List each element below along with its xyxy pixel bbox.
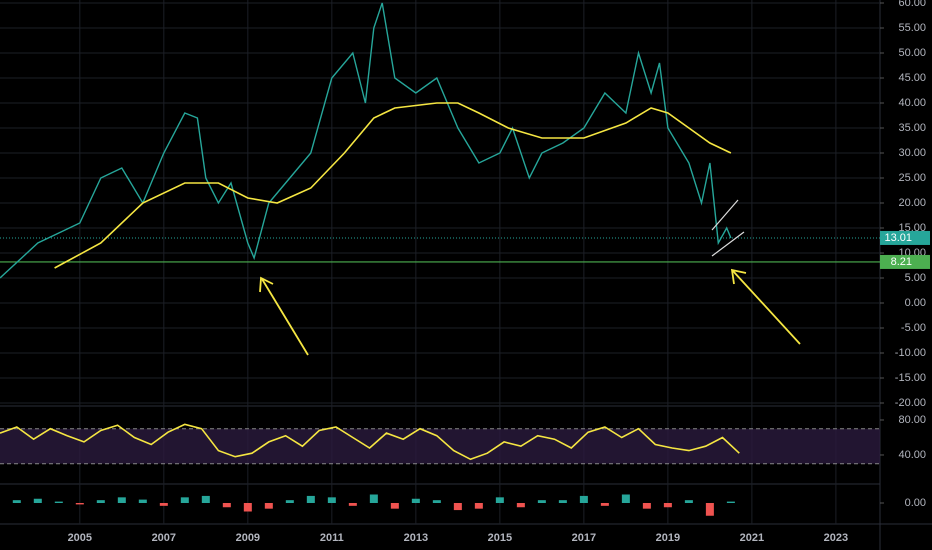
histogram-bar bbox=[327, 497, 336, 503]
x-tick-label: 2007 bbox=[152, 532, 176, 544]
x-tick-label: 2019 bbox=[656, 532, 680, 544]
y-tick-label: 45.00 bbox=[898, 72, 926, 84]
y-tick-label: -20.00 bbox=[895, 397, 926, 409]
y-tick-label: -10.00 bbox=[895, 347, 926, 359]
arrow bbox=[259, 276, 309, 356]
histogram-bar bbox=[621, 494, 630, 503]
y-tick-label: 0.00 bbox=[905, 297, 926, 309]
histogram-bar bbox=[348, 503, 357, 506]
y-tick-label: 55.00 bbox=[898, 22, 926, 34]
channel-line bbox=[711, 231, 745, 257]
histogram-bar bbox=[201, 495, 210, 503]
y-tick-label: 0.00 bbox=[905, 497, 926, 509]
histogram-bar bbox=[558, 500, 567, 503]
histogram-bar bbox=[411, 498, 420, 503]
histogram-bar bbox=[75, 503, 84, 505]
histogram-bar bbox=[705, 503, 714, 516]
histogram-bar bbox=[159, 503, 168, 506]
series-line bbox=[0, 2, 732, 279]
y-tick-label: -5.00 bbox=[901, 322, 926, 334]
histogram-bar bbox=[495, 497, 504, 503]
histogram-bar bbox=[138, 499, 147, 503]
histogram-bar bbox=[663, 503, 672, 508]
histogram-bar bbox=[264, 503, 273, 509]
histogram-bar bbox=[306, 495, 315, 503]
histogram-bar bbox=[390, 503, 399, 509]
y-tick-label: 15.00 bbox=[898, 222, 926, 234]
x-tick-label: 2009 bbox=[236, 532, 260, 544]
x-tick-label: 2017 bbox=[572, 532, 596, 544]
y-tick-label: 80.00 bbox=[898, 414, 926, 426]
histogram-bar bbox=[537, 500, 546, 503]
x-tick-label: 2011 bbox=[320, 532, 344, 544]
price-label-bg bbox=[880, 254, 930, 269]
x-tick-label: 2015 bbox=[488, 532, 512, 544]
histogram-bar bbox=[600, 503, 609, 506]
series-line bbox=[0, 423, 740, 461]
channel-line bbox=[711, 199, 739, 231]
histogram-bar bbox=[369, 494, 378, 503]
histogram-bar bbox=[516, 503, 525, 508]
y-tick-label: 60.00 bbox=[898, 0, 926, 9]
y-tick-label: -15.00 bbox=[895, 372, 926, 384]
price-label: 13.01 bbox=[884, 232, 912, 244]
histogram-bar bbox=[474, 503, 483, 509]
histogram-bar bbox=[222, 503, 231, 508]
series-line bbox=[54, 102, 732, 269]
arrow bbox=[730, 268, 801, 345]
histogram-bar bbox=[285, 500, 294, 503]
histogram-bar bbox=[96, 500, 105, 503]
price-label-bg bbox=[880, 230, 930, 245]
histogram-bar bbox=[642, 503, 651, 509]
rsi-band bbox=[0, 428, 880, 464]
histogram-bar bbox=[33, 498, 42, 503]
y-tick-label: 40.00 bbox=[898, 97, 926, 109]
histogram-bar bbox=[684, 500, 693, 503]
y-tick-label: 35.00 bbox=[898, 122, 926, 134]
histogram-bar bbox=[12, 500, 21, 503]
y-tick-label: 20.00 bbox=[898, 197, 926, 209]
histogram-bar bbox=[432, 500, 441, 503]
y-tick-label: 25.00 bbox=[898, 172, 926, 184]
histogram-bar bbox=[180, 497, 189, 503]
x-tick-label: 2023 bbox=[824, 532, 848, 544]
histogram-bar bbox=[726, 501, 735, 503]
price-label: 8.21 bbox=[891, 256, 912, 268]
x-tick-label: 2005 bbox=[68, 532, 92, 544]
histogram-bar bbox=[54, 501, 63, 503]
y-tick-label: 40.00 bbox=[898, 449, 926, 461]
histogram-bar bbox=[117, 497, 126, 503]
y-tick-label: 50.00 bbox=[898, 47, 926, 59]
y-tick-label: 5.00 bbox=[905, 272, 926, 284]
y-tick-label: 30.00 bbox=[898, 147, 926, 159]
histogram-bar bbox=[453, 503, 462, 511]
x-tick-label: 2021 bbox=[740, 532, 764, 544]
histogram-bar bbox=[579, 495, 588, 503]
x-tick-label: 2013 bbox=[404, 532, 428, 544]
histogram-bar bbox=[243, 503, 252, 512]
